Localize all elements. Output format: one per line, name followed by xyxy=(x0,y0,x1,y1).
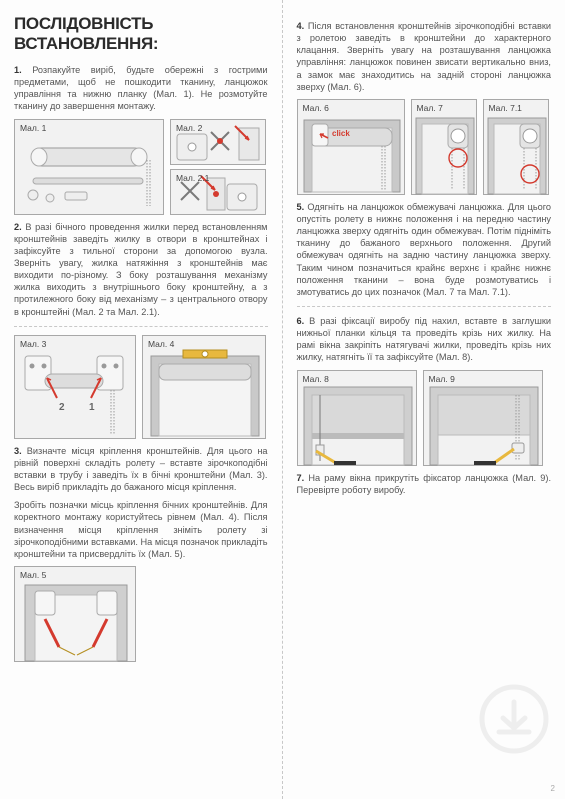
step-2-text: В разі бічного проведення жилки перед вс… xyxy=(14,222,268,317)
fig-caption: Мал. 2.1 xyxy=(176,173,209,183)
fig-mal-5: Мал. 5 xyxy=(14,566,136,662)
fig-mal-7: Мал. 7 xyxy=(411,99,477,195)
watermark-icon xyxy=(479,684,549,759)
fig-mal-8: Мал. 8 xyxy=(297,370,417,466)
step-6-text: В разі фіксації виробу під нахил, вставт… xyxy=(297,316,552,362)
fig-mal-3: Мал. 3 2 1 xyxy=(14,335,136,439)
step-4-text: Після встановлення кронштейнів зірочкопо… xyxy=(297,21,552,92)
fig-caption: Мал. 4 xyxy=(148,339,174,349)
fig-caption: Мал. 1 xyxy=(20,123,46,133)
fig-mal-9: Мал. 9 xyxy=(423,370,543,466)
fig-mal-6: Мал. 6 click xyxy=(297,99,405,195)
right-column: 4. Після встановлення кронштейнів зірочк… xyxy=(283,0,565,799)
fig-caption: Мал. 8 xyxy=(303,374,329,384)
svg-text:2: 2 xyxy=(59,402,65,413)
step-3b-text: Зробіть позначки місць кріплення бічних … xyxy=(14,500,268,559)
fig-caption: Мал. 9 xyxy=(429,374,455,384)
fig-row-3: Мал. 5 xyxy=(14,566,268,662)
fig-mal-21: Мал. 2.1 xyxy=(170,169,266,215)
step-3: 3. Визначте місця кріплення кронштейнів.… xyxy=(14,445,268,494)
fig-row-5: Мал. 8 Мал. 9 xyxy=(297,370,552,466)
fig-mal-2: Мал. 2 xyxy=(170,119,266,165)
step-5: 5. Одягніть на ланцюжок обмежувачі ланцю… xyxy=(297,201,552,298)
fig-caption: Мал. 7 xyxy=(417,103,443,113)
page-title: ПОСЛІДОВНІСТЬ ВСТАНОВЛЕННЯ: xyxy=(14,14,268,54)
step-4: 4. Після встановлення кронштейнів зірочк… xyxy=(297,20,552,93)
step-7-text: На раму вікна прикрутіть фіксатор ланцюж… xyxy=(297,473,552,495)
step-2: 2. В разі бічного проведення жилки перед… xyxy=(14,221,268,318)
step-6: 6. В разі фіксації виробу під нахил, вст… xyxy=(297,315,552,364)
fig-row-2: Мал. 3 2 1 xyxy=(14,335,268,439)
step-3-text: Визначте місця кріплення кронштейнів. Дл… xyxy=(14,446,268,492)
fig-mal-4: Мал. 4 xyxy=(142,335,266,439)
fig-mal-71: Мал. 7.1 xyxy=(483,99,549,195)
step-7: 7. На раму вікна прикрутіть фіксатор лан… xyxy=(297,472,552,496)
fig-caption: Мал. 3 xyxy=(20,339,46,349)
left-column: ПОСЛІДОВНІСТЬ ВСТАНОВЛЕННЯ: 1. Розпакуйт… xyxy=(0,0,283,799)
step-5-text: Одягніть на ланцюжок обмежувачі ланцюжка… xyxy=(297,202,552,297)
page-number: 2 xyxy=(551,784,555,793)
fig-caption: Мал. 6 xyxy=(303,103,329,113)
step-1: 1. Розпакуйте виріб, будьте обережні з г… xyxy=(14,64,268,113)
fig-caption: Мал. 5 xyxy=(20,570,46,580)
fig-mal-1: Мал. 1 xyxy=(14,119,164,215)
step-1-text: Розпакуйте виріб, будьте обережні з гост… xyxy=(14,65,268,111)
fig-row-1: Мал. 1 Мал. 2 xyxy=(14,119,268,215)
fig-caption: Мал. 2 xyxy=(176,123,202,133)
fig-row-4: Мал. 6 click Мал. 7 xyxy=(297,99,552,195)
click-label: click xyxy=(332,129,350,138)
step-3b: Зробіть позначки місць кріплення бічних … xyxy=(14,499,268,560)
fig-caption: Мал. 7.1 xyxy=(489,103,522,113)
svg-text:1: 1 xyxy=(89,402,95,413)
